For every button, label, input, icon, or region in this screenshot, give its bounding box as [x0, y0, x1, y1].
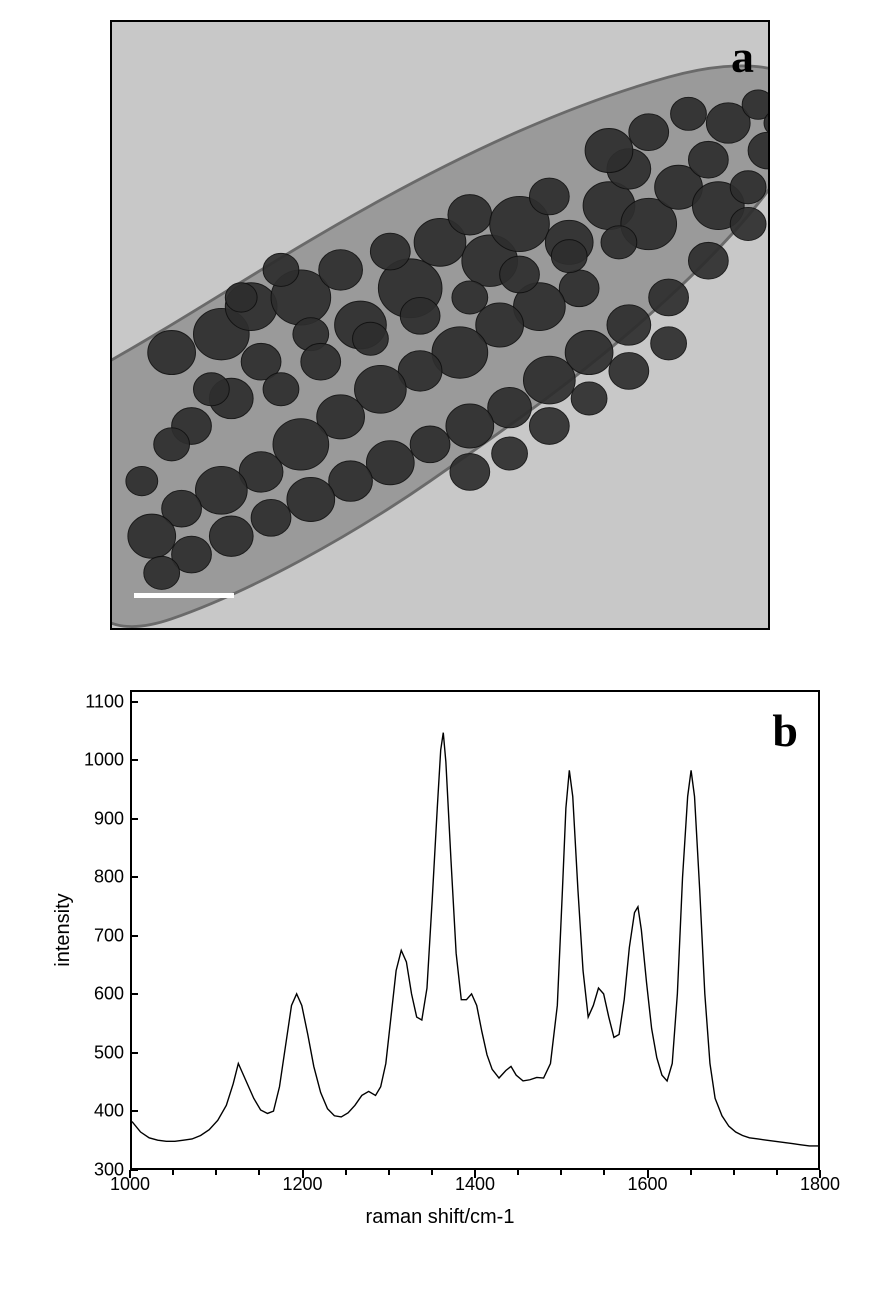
y-tick-label: 400 — [64, 1101, 124, 1122]
x-minor-tick-mark — [517, 1170, 519, 1175]
panel-a-micrograph: a — [110, 20, 770, 630]
y-tick-mark — [130, 993, 138, 995]
x-minor-tick-mark — [560, 1170, 562, 1175]
x-minor-tick-mark — [215, 1170, 217, 1175]
x-minor-tick-mark — [603, 1170, 605, 1175]
scale-bar — [134, 593, 234, 598]
y-tick-label: 1100 — [64, 691, 124, 712]
y-tick-mark — [130, 935, 138, 937]
x-minor-tick-mark — [345, 1170, 347, 1175]
y-tick-mark — [130, 818, 138, 820]
y-tick-mark — [130, 876, 138, 878]
y-tick-mark — [130, 1052, 138, 1054]
x-tick-label: 1000 — [110, 1174, 150, 1195]
panel-b-spectrum: intensity raman shift/cm-1 b 30040050060… — [40, 670, 840, 1250]
x-minor-tick-mark — [172, 1170, 174, 1175]
panel-a-label: a — [731, 30, 754, 83]
x-axis-label: raman shift/cm-1 — [366, 1206, 515, 1229]
y-tick-mark — [130, 701, 138, 703]
y-tick-label: 800 — [64, 867, 124, 888]
y-tick-label: 1000 — [64, 750, 124, 771]
plot-frame — [130, 690, 820, 1170]
x-minor-tick-mark — [388, 1170, 390, 1175]
x-minor-tick-mark — [776, 1170, 778, 1175]
x-minor-tick-mark — [258, 1170, 260, 1175]
figure-container: a intensity raman shift/cm-1 b 300400500… — [0, 0, 878, 1290]
x-tick-label: 1800 — [800, 1174, 840, 1195]
x-minor-tick-mark — [690, 1170, 692, 1175]
x-tick-label: 1600 — [627, 1174, 667, 1195]
spectrum-svg — [132, 692, 818, 1168]
y-tick-mark — [130, 1169, 138, 1171]
y-tick-mark — [130, 759, 138, 761]
spectrum-line — [132, 733, 818, 1146]
x-minor-tick-mark — [431, 1170, 433, 1175]
y-tick-label: 600 — [64, 984, 124, 1005]
y-tick-mark — [130, 1110, 138, 1112]
y-tick-label: 900 — [64, 808, 124, 829]
y-tick-label: 500 — [64, 1042, 124, 1063]
y-tick-label: 700 — [64, 925, 124, 946]
x-tick-label: 1400 — [455, 1174, 495, 1195]
x-tick-label: 1200 — [282, 1174, 322, 1195]
panel-b-label: b — [772, 704, 798, 757]
micrograph-svg — [112, 22, 768, 628]
x-minor-tick-mark — [733, 1170, 735, 1175]
